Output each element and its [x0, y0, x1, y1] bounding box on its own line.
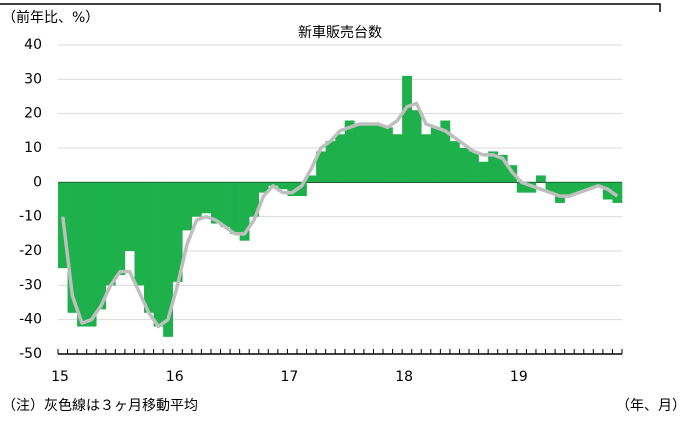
bar [440, 120, 451, 183]
moving-average-line [61, 101, 619, 329]
bar [239, 182, 250, 241]
y-tick-label: -30 [19, 277, 42, 293]
bar [488, 151, 499, 183]
note: （注）灰色線は３ヶ月移動平均 [2, 397, 198, 414]
bar [392, 134, 403, 183]
y-tick-label: -20 [19, 243, 42, 259]
bar [134, 182, 145, 286]
bar [172, 182, 183, 282]
y-tick-label: 30 [24, 71, 42, 87]
bar [124, 182, 135, 251]
bar [612, 182, 623, 203]
bar [201, 182, 212, 214]
bar [325, 141, 336, 183]
bar [163, 182, 174, 337]
bar [373, 123, 384, 183]
bar [153, 182, 164, 327]
bar [86, 182, 97, 327]
bar [296, 182, 307, 197]
bar [191, 182, 202, 217]
y-tick-label: 40 [24, 37, 42, 53]
bar [383, 127, 393, 183]
bar [535, 175, 546, 183]
bar [96, 182, 107, 310]
bar [249, 182, 260, 217]
x-tick-label: 18 [395, 369, 413, 385]
bar [67, 182, 78, 313]
bar [516, 182, 527, 193]
bar [344, 120, 355, 183]
bar [230, 182, 240, 234]
bar [77, 182, 87, 327]
bar [574, 182, 585, 193]
bar [258, 182, 269, 193]
frame [0, 3, 661, 12]
y-tick-label: 10 [24, 140, 42, 156]
bar [449, 141, 460, 183]
bar [335, 134, 346, 183]
bar [316, 151, 326, 183]
y-axis-label: （前年比、%） [2, 9, 99, 26]
bar [469, 151, 479, 183]
bar [421, 134, 432, 183]
bar [115, 182, 126, 276]
bar [287, 182, 298, 197]
x-tick-label: 17 [281, 369, 299, 385]
y-tick-label: -10 [19, 209, 42, 225]
bar [363, 123, 374, 183]
bar [220, 182, 231, 227]
bar [430, 127, 441, 183]
bar [545, 182, 556, 193]
bar [144, 182, 154, 313]
bar [105, 182, 116, 286]
x-tick-label: 15 [51, 369, 69, 385]
bar [402, 75, 412, 183]
bar [354, 123, 365, 183]
bar [564, 182, 575, 197]
y-tick-label: -50 [19, 346, 42, 362]
bar [583, 182, 594, 190]
bar [411, 110, 422, 183]
bar [497, 154, 508, 183]
y-tick-label: -40 [19, 312, 42, 328]
y-tick-label: 0 [33, 174, 42, 190]
bar [459, 148, 470, 183]
chart-title: 新車販売台数 [298, 24, 382, 41]
bar [210, 182, 221, 224]
x-axis-label: （年、月） [616, 398, 686, 414]
bar [306, 175, 317, 183]
bar [555, 182, 565, 203]
bar [182, 182, 193, 231]
bar [277, 182, 288, 190]
y-tick-label: 20 [24, 106, 42, 122]
bar [478, 161, 489, 183]
x-tick-label: 16 [166, 369, 184, 385]
x-tick-label: 19 [510, 369, 528, 385]
